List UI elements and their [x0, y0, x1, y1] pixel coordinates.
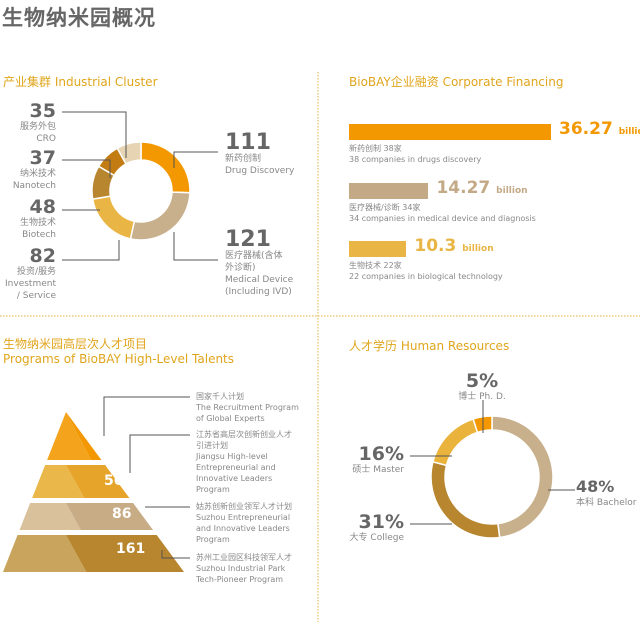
financing-bar — [349, 241, 407, 257]
financing-title: BioBAY企业融资 Corporate Financing — [349, 75, 564, 89]
label-nanotech: 37 纳米技术 Nanotech — [12, 147, 56, 191]
financing-bar — [349, 183, 429, 199]
pyramid-tier-left — [47, 412, 91, 460]
industrial-cluster-title: 产业集群 Industrial Cluster — [3, 75, 158, 89]
pyramid-tier-left — [19, 503, 81, 530]
cluster-segment — [129, 191, 191, 241]
talent-pyramid — [3, 412, 184, 572]
human-resources-title: 人才学历 Human Resources — [349, 339, 510, 353]
talents-title: 生物纳米园高层次人才项目 Programs of BioBAY High-Lev… — [3, 337, 235, 366]
pyramid-value-4: 161 — [116, 541, 146, 557]
pyramid-tier-right — [66, 503, 154, 530]
label-bachelor: 48% 本科 Bachelor — [576, 477, 637, 508]
page-title: 生物纳米园概况 — [2, 6, 156, 30]
pyramid-tier-left — [3, 535, 87, 572]
label-drug-discovery: 111 新药创制 Drug Discovery — [225, 130, 295, 177]
financing-caption: 医疗器械/诊断 34家 34 companies in medical devic… — [349, 203, 536, 223]
education-segment — [432, 418, 479, 467]
program-label-jiangsu: 江苏省高层次创新创业人才 引进计划 Jiangsu High-level Ent… — [196, 430, 292, 494]
financing-value: 36.27 billion — [559, 119, 640, 139]
pyramid-value-3: 86 — [112, 506, 132, 522]
cluster-segment — [140, 141, 191, 194]
industrial-cluster-donut — [91, 141, 191, 241]
label-medical-device: 121 医疗器械(含体 外诊断) Medical Device (Includi… — [225, 227, 294, 298]
financing-value: 14.27 billion — [436, 178, 528, 198]
leader-lines — [62, 111, 575, 559]
education-segment — [491, 415, 554, 539]
financing-value: 10.3 billion — [414, 236, 494, 256]
pyramid-value-2: 56 — [104, 473, 124, 489]
cluster-segment — [91, 195, 136, 240]
program-label-global-experts: 国家千人计划 The Recruitment Program of Global… — [196, 392, 299, 423]
human-resources-donut — [430, 415, 554, 539]
label-investment: 82 投资/服务 Investment / Service — [5, 245, 56, 301]
label-biotech: 48 生物技术 Biotech — [19, 196, 56, 240]
education-segment — [430, 460, 501, 539]
financing-caption: 生物技术 22家 22 companies in biological techn… — [349, 261, 503, 281]
pyramid-tier-right — [66, 465, 130, 498]
label-master: 16% 硕士 Master — [352, 443, 404, 475]
pyramid-tier-right — [66, 412, 102, 460]
pyramid-value-1: 57 — [94, 440, 114, 456]
pyramid-tier-right — [66, 535, 184, 572]
label-phd: 5% 博士 Ph. D. — [458, 370, 506, 402]
pyramid-tier-left — [32, 465, 85, 498]
financing-bar — [349, 124, 551, 140]
cluster-segment — [116, 141, 142, 165]
financing-caption: 新药创制 38家 38 companies in drugs discovery — [349, 144, 482, 164]
label-college: 31% 大专 College — [349, 511, 404, 543]
label-cro: 35 服务外包 CRO — [19, 100, 56, 144]
program-label-sip-tech-pioneer: 苏州工业园区科技领军人才 Suzhou Industrial Park Tech… — [196, 553, 292, 584]
program-label-suzhou-entrepreneurial: 姑苏创新创业领军人才计划 Suzhou Entrepreneurial and … — [196, 502, 292, 544]
